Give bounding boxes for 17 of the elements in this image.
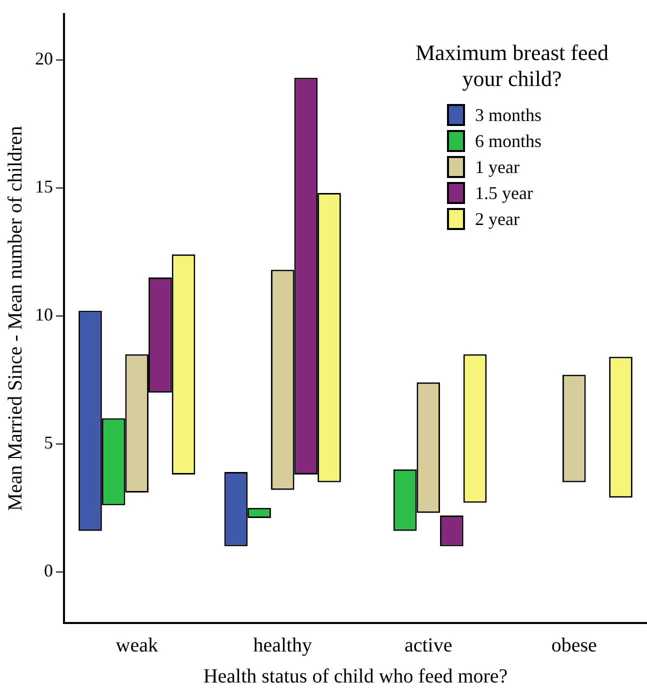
x-tick-label: obese	[551, 634, 598, 656]
legend-label: 2 year	[475, 208, 520, 230]
x-tick-label: active	[404, 634, 452, 656]
x-tick-label: weak	[116, 634, 158, 656]
legend-label: 6 months	[475, 130, 542, 152]
legend-title: Maximum breast feed your child?	[414, 40, 610, 92]
legend-label: 1 year	[475, 156, 520, 178]
y-tick-label: 0	[44, 560, 53, 581]
y-tick-label: 20	[35, 48, 53, 69]
y-tick-label: 5	[44, 432, 53, 453]
y-axis-title: Mean Married Since - Mean number of children	[4, 126, 26, 511]
legend-label: 3 months	[475, 104, 542, 126]
x-tick-label: healthy	[253, 634, 312, 656]
y-tick-label: 15	[35, 176, 53, 197]
y-tick-label: 10	[35, 304, 53, 325]
x-axis-title: Health status of child who feed more?	[203, 665, 508, 688]
legend-label: 1.5 year	[475, 182, 533, 204]
